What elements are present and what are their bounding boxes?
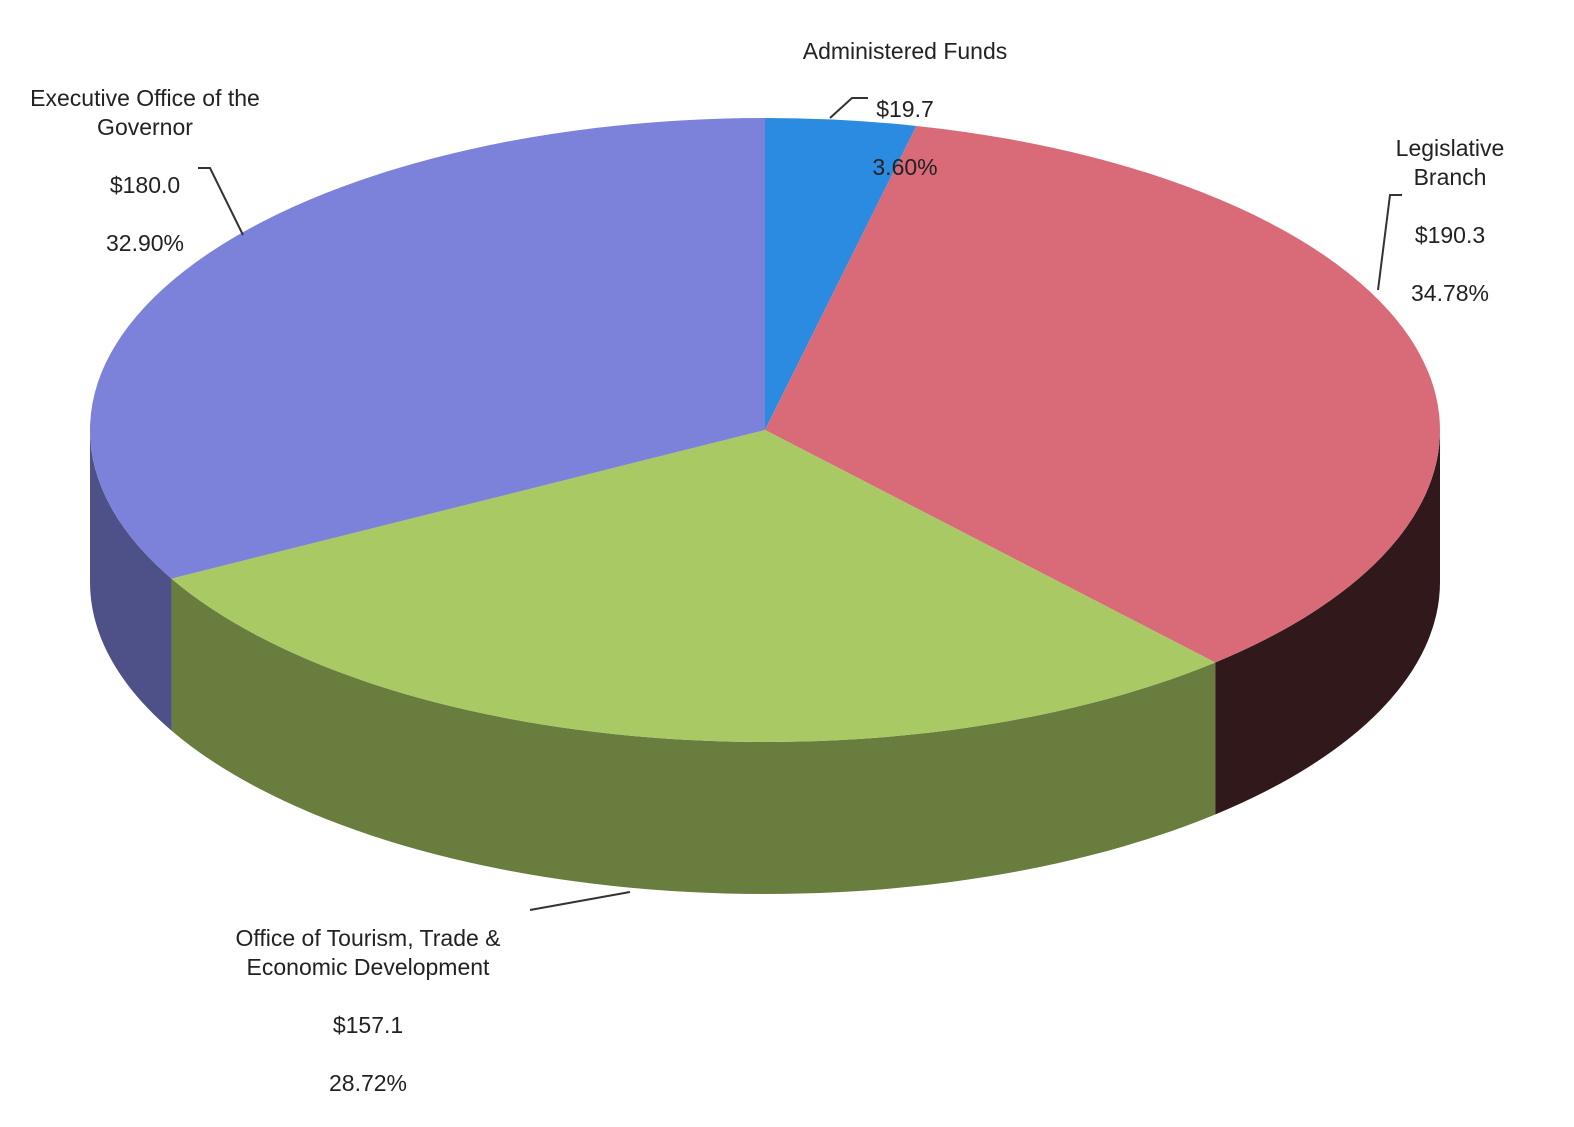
percent-label: 32.90%	[105, 230, 185, 256]
slice-label: Legislative Branch $190.3 34.78%	[1388, 105, 1512, 337]
category-label: Legislative Branch	[1395, 135, 1505, 190]
slice-side	[171, 578, 1216, 895]
leader-line	[198, 167, 244, 236]
value-label: $19.7	[876, 96, 934, 122]
chart	[89, 97, 1441, 911]
value-label: $180.0	[109, 172, 181, 198]
slice-side	[1215, 430, 1440, 815]
percent-label: 34.78%	[1410, 280, 1489, 306]
slice	[89, 117, 766, 579]
slice-label: Administered Funds $19.7 3.60%	[803, 8, 1008, 211]
pie-tops	[89, 117, 1441, 742]
leader-line	[1377, 194, 1402, 291]
slice-label: Executive Office of the Governor $180.0 …	[30, 55, 260, 287]
value-label: $190.3	[1414, 222, 1486, 248]
pie-sides	[90, 430, 1440, 895]
category-label: Office of Tourism, Trade & Economic Deve…	[235, 925, 501, 980]
leader-line	[529, 891, 631, 911]
slice	[171, 430, 1216, 742]
slice-side	[90, 430, 172, 731]
category-label: Administered Funds	[802, 38, 1008, 64]
category-label: Executive Office of the Governor	[30, 85, 260, 140]
page: {"chart_data": {"type": "pie3d", "catego…	[30, 8, 1512, 1096]
slice	[765, 125, 1441, 663]
leader-line	[829, 97, 868, 119]
value-label: $157.1	[332, 1012, 404, 1038]
percent-label: 3.60%	[872, 154, 938, 180]
slice-label: Office of Tourism, Trade & Economic Deve…	[235, 895, 500, 1127]
leader-lines	[198, 97, 1402, 911]
percent-label: 28.72%	[328, 1070, 408, 1096]
slice	[765, 118, 917, 430]
